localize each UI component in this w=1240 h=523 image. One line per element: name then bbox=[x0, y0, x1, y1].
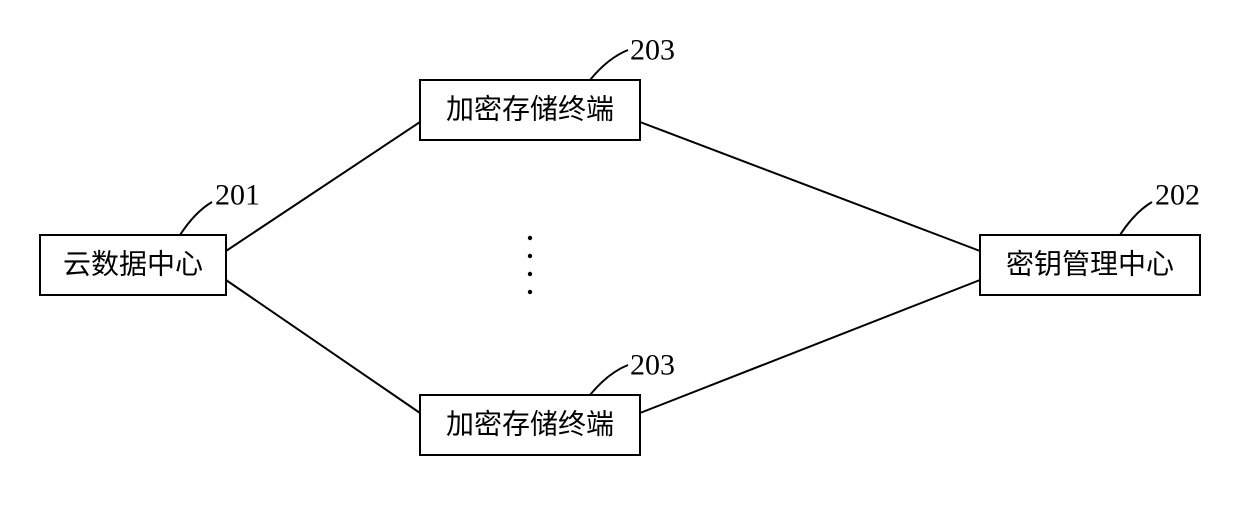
node-key-mgmt-center: 密钥管理中心 202 bbox=[980, 179, 1200, 296]
node-label: 云数据中心 bbox=[63, 249, 203, 281]
edge-top-to-key bbox=[640, 122, 980, 251]
node-label: 密钥管理中心 bbox=[1006, 249, 1174, 281]
ref-number: 203 bbox=[630, 34, 675, 67]
leader-line bbox=[1120, 202, 1152, 235]
node-label: 加密存储终端 bbox=[446, 409, 614, 441]
ref-number: 202 bbox=[1155, 179, 1200, 212]
node-label: 加密存储终端 bbox=[446, 94, 614, 126]
leader-line bbox=[590, 365, 628, 395]
edge-cloud-to-bottom bbox=[226, 280, 420, 413]
node-enc-terminal-bottom: 加密存储终端 203 bbox=[420, 349, 675, 456]
ref-number: 203 bbox=[630, 349, 675, 382]
node-cloud-data-center: 云数据中心 201 bbox=[40, 179, 260, 296]
node-enc-terminal-top: 加密存储终端 203 bbox=[420, 34, 675, 141]
leader-line bbox=[590, 50, 628, 80]
leader-line bbox=[180, 202, 212, 235]
edge-bottom-to-key bbox=[640, 280, 980, 413]
ref-number: 201 bbox=[215, 179, 260, 212]
ellipsis-icon bbox=[528, 236, 532, 294]
